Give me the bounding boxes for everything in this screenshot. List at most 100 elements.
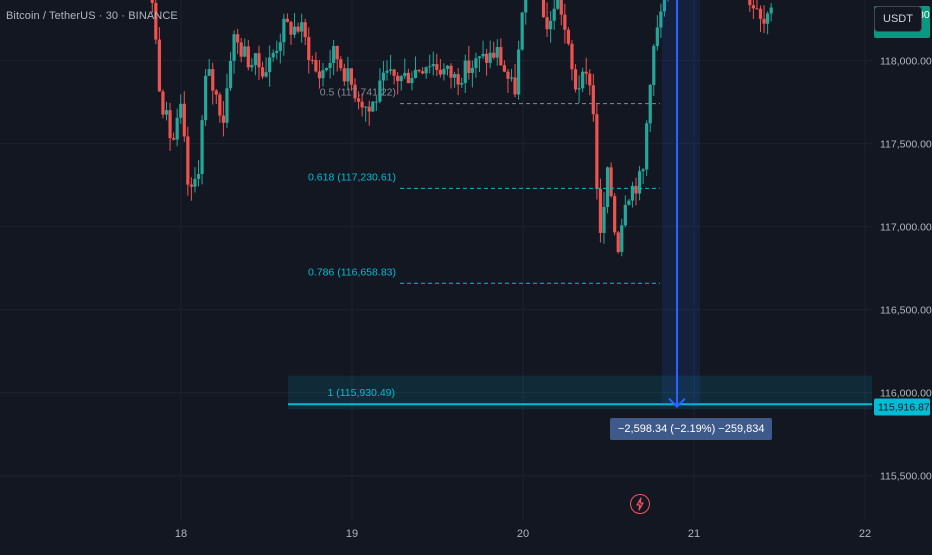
candle-body[interactable]	[296, 26, 300, 32]
candle-body[interactable]	[328, 62, 332, 69]
candle-body[interactable]	[399, 76, 403, 82]
candle-body[interactable]	[289, 21, 293, 35]
candle-body[interactable]	[321, 70, 325, 79]
candle-body[interactable]	[257, 53, 261, 68]
candle-body[interactable]	[769, 7, 773, 14]
candle-body[interactable]	[179, 103, 183, 118]
candle-body[interactable]	[342, 68, 346, 82]
candle-body[interactable]	[246, 46, 250, 68]
candle-body[interactable]	[463, 60, 467, 84]
candle-body[interactable]	[620, 225, 624, 252]
candle-body[interactable]	[616, 232, 620, 252]
candle-body[interactable]	[260, 67, 265, 77]
candle-body[interactable]	[581, 71, 585, 89]
symbol-title[interactable]: Bitcoin / TetherUS · 30 · BINANCE	[6, 10, 178, 22]
candle-body[interactable]	[413, 69, 418, 78]
candle-body[interactable]	[755, 8, 759, 10]
candle-body[interactable]	[460, 83, 464, 85]
candle-body[interactable]	[449, 65, 453, 78]
candle-body[interactable]	[481, 53, 485, 57]
candle-body[interactable]	[570, 43, 574, 70]
candle-body[interactable]	[559, 0, 563, 15]
candle-body[interactable]	[655, 27, 659, 47]
candle-body[interactable]	[271, 52, 275, 58]
candle-body[interactable]	[488, 52, 492, 63]
candle-body[interactable]	[175, 117, 179, 140]
candle-body[interactable]	[236, 34, 240, 43]
candle-body[interactable]	[186, 136, 190, 185]
candle-body[interactable]	[332, 46, 336, 63]
currency-selector[interactable]: USDT	[874, 6, 922, 32]
candle-body[interactable]	[495, 47, 499, 58]
candle-body[interactable]	[762, 18, 766, 24]
candle-body[interactable]	[634, 185, 638, 194]
candle-body[interactable]	[652, 46, 656, 85]
candle-body[interactable]	[285, 18, 290, 22]
candle-body[interactable]	[161, 91, 165, 115]
candle-body[interactable]	[765, 13, 770, 24]
candle-body[interactable]	[424, 67, 428, 74]
candle-body[interactable]	[225, 88, 229, 123]
candle-body[interactable]	[367, 106, 371, 112]
candle-body[interactable]	[602, 207, 606, 233]
candle-body[interactable]	[228, 60, 233, 89]
candle-body[interactable]	[577, 88, 581, 90]
candle-body[interactable]	[207, 69, 211, 76]
candle-body[interactable]	[477, 56, 482, 59]
candle-body[interactable]	[520, 12, 524, 50]
candle-body[interactable]	[353, 84, 357, 99]
candle-body[interactable]	[388, 69, 393, 71]
candle-body[interactable]	[470, 67, 474, 73]
candle-body[interactable]	[243, 46, 247, 57]
candle-body[interactable]	[157, 39, 161, 92]
candle-body[interactable]	[563, 14, 567, 30]
candle-body[interactable]	[445, 65, 450, 69]
candle-body[interactable]	[282, 18, 286, 43]
candle-body[interactable]	[584, 71, 588, 74]
candle-body[interactable]	[232, 34, 236, 61]
candle-body[interactable]	[545, 17, 549, 30]
candle-body[interactable]	[385, 70, 389, 73]
lightning-bolt-icon[interactable]	[630, 494, 650, 514]
candle-body[interactable]	[374, 101, 378, 103]
candle-body[interactable]	[645, 123, 649, 170]
candle-body[interactable]	[317, 71, 322, 79]
candle-body[interactable]	[748, 0, 752, 6]
candle-body[interactable]	[499, 47, 503, 66]
candle-body[interactable]	[310, 59, 314, 61]
candle-body[interactable]	[456, 74, 460, 85]
candle-body[interactable]	[221, 115, 226, 123]
candle-body[interactable]	[218, 94, 222, 116]
candle-body[interactable]	[314, 59, 318, 72]
candle-body[interactable]	[605, 167, 610, 208]
candle-body[interactable]	[278, 42, 282, 51]
candle-body[interactable]	[613, 196, 617, 233]
candle-body[interactable]	[250, 64, 254, 68]
candle-body[interactable]	[431, 64, 435, 67]
candle-body[interactable]	[204, 75, 208, 121]
candle-body[interactable]	[566, 29, 571, 44]
candle-body[interactable]	[509, 77, 514, 79]
candle-body[interactable]	[193, 178, 197, 187]
candle-body[interactable]	[662, 0, 667, 12]
candle-body[interactable]	[406, 72, 410, 84]
candle-body[interactable]	[513, 77, 517, 95]
candle-body[interactable]	[453, 74, 457, 78]
candle-body[interactable]	[292, 26, 297, 35]
candle-body[interactable]	[517, 49, 521, 95]
candle-body[interactable]	[435, 64, 439, 70]
candle-body[interactable]	[549, 20, 553, 30]
candle-body[interactable]	[758, 8, 763, 19]
candle-body[interactable]	[150, 0, 154, 3]
candle-body[interactable]	[360, 101, 364, 108]
candle-body[interactable]	[172, 138, 176, 140]
candle-body[interactable]	[410, 77, 414, 84]
candle-body[interactable]	[641, 169, 645, 172]
candle-body[interactable]	[609, 167, 613, 197]
candle-body[interactable]	[268, 57, 272, 73]
candle-body[interactable]	[438, 69, 442, 75]
candle-body[interactable]	[253, 53, 258, 65]
candle-body[interactable]	[381, 72, 386, 81]
candle-body[interactable]	[524, 0, 528, 13]
